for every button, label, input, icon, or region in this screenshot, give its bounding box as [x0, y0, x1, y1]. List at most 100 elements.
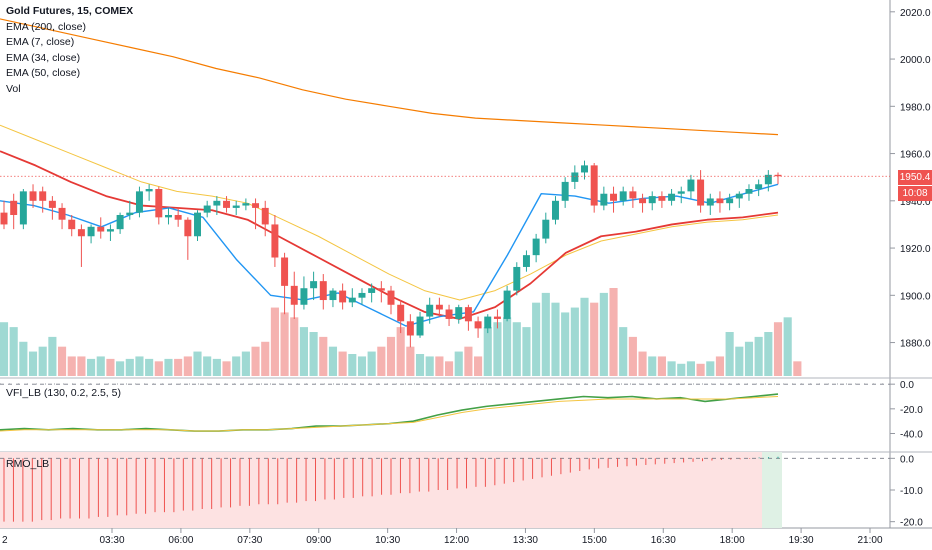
candle-body — [126, 212, 134, 215]
volume-bar — [48, 336, 57, 376]
price-tick-label: 1920.0 — [900, 244, 931, 255]
candle-body — [445, 309, 453, 319]
ema50-line — [0, 124, 779, 301]
volume-bar — [599, 292, 608, 376]
volume-bar — [764, 332, 773, 376]
volume-bar — [135, 356, 144, 376]
volume-bar — [183, 356, 192, 376]
candle-body — [290, 285, 298, 305]
time-tick-label: 16:30 — [651, 535, 676, 546]
candle-body — [561, 181, 569, 201]
candle-body — [619, 191, 627, 201]
candle-body — [522, 255, 530, 267]
time-tick-label: 21:00 — [857, 535, 882, 546]
rmo-tick-label: -20.0 — [900, 518, 923, 529]
candle-body — [397, 304, 405, 322]
volume-bar — [590, 302, 599, 376]
volume-bar — [735, 346, 744, 376]
candle-body — [706, 198, 714, 206]
vfi-tick-label: 0.0 — [900, 380, 914, 391]
volume-bar — [677, 363, 686, 376]
candle-body — [426, 304, 434, 317]
volume-bar — [164, 358, 173, 376]
volume-bar — [222, 361, 231, 376]
volume-bar — [483, 327, 492, 376]
volume-bar — [435, 356, 444, 376]
volume-bar — [357, 356, 367, 376]
candle-body — [48, 200, 56, 208]
volume-bar — [657, 356, 666, 376]
volume-bar — [415, 354, 425, 376]
volume-bar — [725, 332, 734, 376]
volume-bar — [251, 346, 260, 376]
volume-bar — [212, 358, 221, 376]
rmo-tick-label: -10.0 — [900, 486, 923, 497]
candle-body — [358, 292, 366, 298]
candle-body — [116, 214, 124, 230]
candle-body — [600, 193, 608, 206]
ema200-line — [0, 18, 779, 136]
volume-bar — [686, 361, 695, 376]
volume-bar — [609, 288, 618, 376]
candle-body — [232, 205, 240, 208]
volume-bar — [67, 356, 76, 376]
candle-body — [377, 288, 385, 291]
volume-bar — [193, 351, 202, 376]
candle-body — [223, 200, 231, 208]
time-tick-label: 07:30 — [237, 535, 262, 546]
candle-body — [155, 189, 163, 218]
candle-body — [165, 214, 172, 218]
volume-bar — [106, 358, 115, 376]
volume-bar — [203, 356, 212, 376]
candle-body — [339, 290, 347, 303]
candle-body — [300, 288, 308, 305]
volume-bar — [38, 346, 47, 376]
volume-bar — [386, 336, 396, 376]
volume-bar — [241, 351, 250, 376]
volume-bar — [77, 356, 86, 376]
candle-body — [184, 219, 192, 237]
candle-body — [484, 316, 492, 329]
candle-body — [745, 189, 753, 194]
volume-bar — [116, 361, 125, 376]
volume-bar — [783, 317, 792, 376]
candle-body — [464, 307, 472, 322]
time-tick-label: 06:00 — [168, 535, 193, 546]
volume-bar — [648, 356, 657, 376]
symbol-label: Gold Futures, 15, COMEX — [6, 5, 134, 17]
volume-bar — [522, 327, 531, 376]
candle-body — [735, 193, 743, 199]
candle-body — [261, 207, 269, 225]
candle-body — [348, 297, 356, 303]
candle-body — [242, 203, 250, 206]
volume-bar — [464, 346, 473, 376]
time-tick-label: 19:30 — [789, 535, 814, 546]
candle-body — [639, 198, 647, 204]
countdown-tag: 10:08 — [898, 186, 932, 201]
rmo-pane-title: RMO_LB — [6, 458, 50, 470]
candle-body — [726, 198, 734, 204]
candle-body — [677, 191, 685, 194]
volume-bar — [444, 361, 454, 376]
candle-body — [716, 198, 724, 204]
candle-body — [58, 207, 66, 220]
vfi-tick-label: -20.0 — [900, 405, 923, 416]
candle-body — [493, 316, 501, 319]
candle-body — [552, 200, 559, 220]
volume-bar — [503, 317, 512, 376]
vfi-signal-line — [0, 396, 779, 432]
candle-body — [19, 191, 27, 225]
candle-body — [145, 189, 153, 192]
volume-bar — [706, 361, 715, 376]
candle-body — [10, 200, 18, 215]
volume-bar — [174, 358, 183, 376]
price-tick-label: 1980.0 — [900, 102, 931, 113]
volume-bar — [532, 302, 541, 376]
volume-bar — [541, 292, 550, 376]
volume-bar — [299, 327, 308, 376]
time-tick-label: 09:00 — [306, 535, 331, 546]
volume-bar — [309, 332, 318, 376]
candle-body — [271, 224, 279, 258]
volume-bar — [474, 356, 483, 376]
